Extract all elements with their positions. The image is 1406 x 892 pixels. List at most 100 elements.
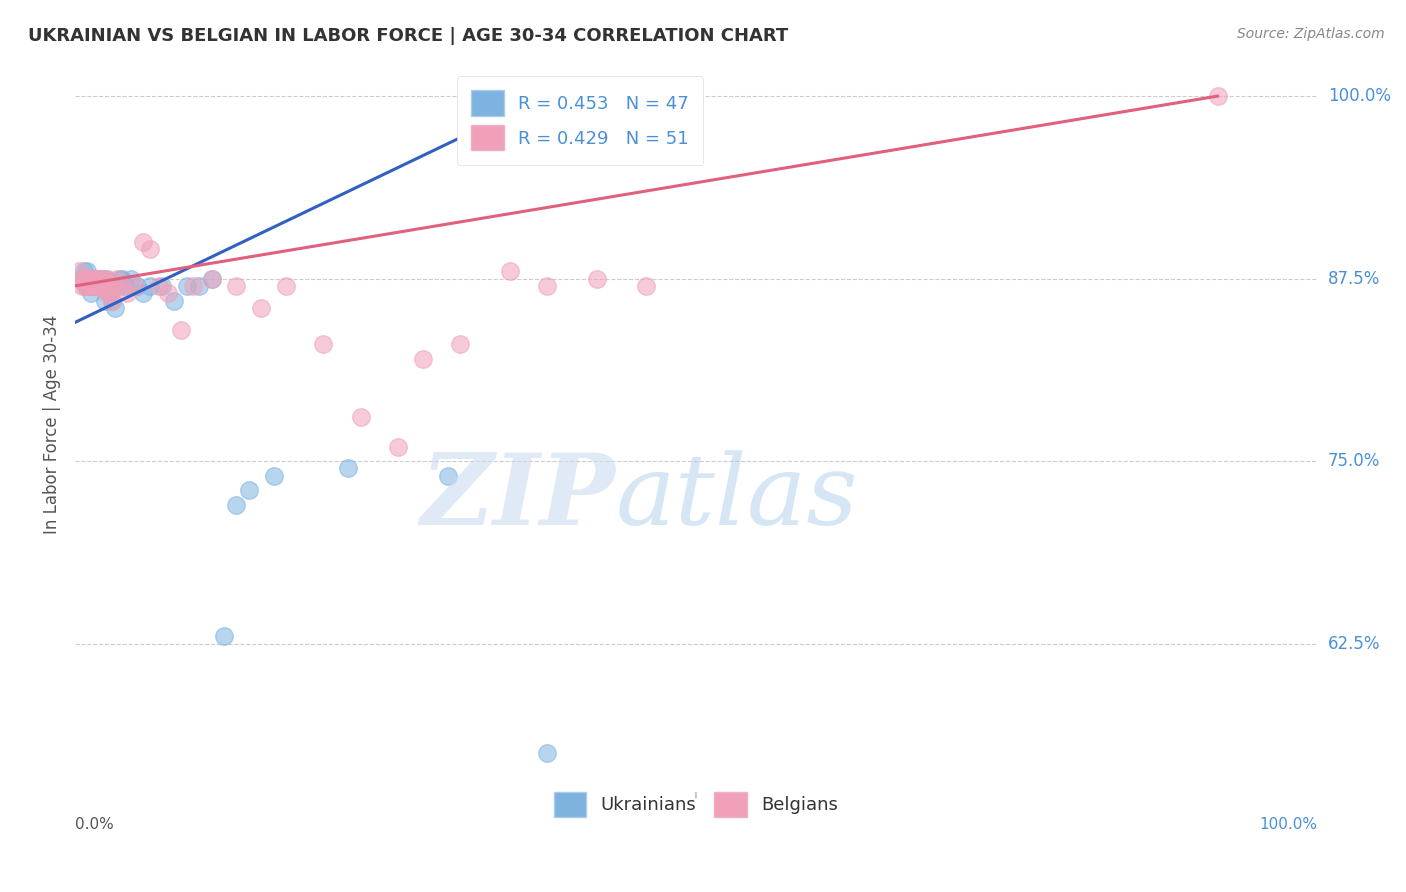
Point	[225, 279, 247, 293]
Point	[73, 264, 96, 278]
Text: ZIP: ZIP	[420, 450, 616, 546]
Point	[96, 271, 118, 285]
Point	[636, 279, 658, 293]
Point	[94, 279, 117, 293]
Point	[312, 337, 335, 351]
Point	[101, 293, 124, 308]
Point	[86, 279, 108, 293]
Point	[91, 271, 114, 285]
Point	[73, 279, 96, 293]
Point	[70, 271, 93, 285]
Point	[89, 271, 111, 285]
Point	[104, 301, 127, 315]
Point	[387, 440, 409, 454]
Point	[83, 271, 105, 285]
Point	[212, 629, 235, 643]
Point	[201, 271, 224, 285]
Point	[73, 271, 96, 285]
Point	[90, 271, 112, 285]
Point	[276, 279, 298, 293]
Point	[114, 279, 136, 293]
Point	[83, 279, 105, 293]
Point	[115, 286, 138, 301]
Point	[76, 279, 98, 293]
Point	[105, 271, 128, 285]
Point	[436, 468, 458, 483]
Point	[77, 271, 100, 285]
Text: atlas: atlas	[616, 450, 858, 545]
Point	[84, 271, 107, 285]
Point	[90, 279, 112, 293]
Point	[83, 279, 105, 293]
Point	[80, 286, 103, 301]
Point	[70, 271, 93, 285]
Point	[83, 271, 105, 285]
Text: Source: ZipAtlas.com: Source: ZipAtlas.com	[1237, 27, 1385, 41]
Point	[101, 293, 124, 308]
Point	[105, 279, 128, 293]
Point	[536, 746, 558, 760]
Point	[536, 279, 558, 293]
Point	[250, 301, 273, 315]
Point	[157, 286, 180, 301]
Point	[98, 279, 121, 293]
Point	[120, 271, 142, 285]
Point	[238, 483, 260, 498]
Point	[163, 293, 186, 308]
Point	[1206, 89, 1229, 103]
Point	[94, 293, 117, 308]
Text: 100.0%: 100.0%	[1258, 817, 1317, 832]
Point	[67, 264, 90, 278]
Point	[201, 271, 224, 285]
Point	[132, 235, 155, 249]
Point	[585, 271, 607, 285]
Text: 100.0%: 100.0%	[1329, 87, 1391, 105]
Point	[84, 279, 107, 293]
Point	[108, 271, 131, 285]
Point	[124, 279, 146, 293]
Point	[86, 271, 108, 285]
Point	[97, 286, 120, 301]
Point	[87, 279, 110, 293]
Point	[97, 279, 120, 293]
Point	[82, 279, 104, 293]
Point	[91, 279, 114, 293]
Point	[93, 279, 115, 293]
Point	[79, 279, 101, 293]
Point	[93, 271, 115, 285]
Point	[79, 279, 101, 293]
Point	[449, 337, 471, 351]
Point	[94, 279, 117, 293]
Text: 75.0%: 75.0%	[1329, 452, 1381, 470]
Point	[77, 271, 100, 285]
Text: 87.5%: 87.5%	[1329, 269, 1381, 287]
Legend: Ukrainians, Belgians: Ukrainians, Belgians	[547, 784, 845, 824]
Point	[138, 279, 160, 293]
Text: 0.0%: 0.0%	[75, 817, 114, 832]
Point	[96, 286, 118, 301]
Point	[89, 279, 111, 293]
Point	[87, 271, 110, 285]
Point	[76, 271, 98, 285]
Point	[225, 498, 247, 512]
Point	[75, 271, 97, 285]
Point	[104, 279, 127, 293]
Point	[498, 264, 520, 278]
Point	[94, 271, 117, 285]
Point	[350, 410, 373, 425]
Point	[72, 279, 94, 293]
Point	[82, 279, 104, 293]
Point	[337, 461, 360, 475]
Point	[188, 279, 211, 293]
Point	[76, 264, 98, 278]
Point	[111, 271, 134, 285]
Y-axis label: In Labor Force | Age 30-34: In Labor Force | Age 30-34	[44, 315, 60, 534]
Point	[150, 279, 173, 293]
Text: UKRAINIAN VS BELGIAN IN LABOR FORCE | AGE 30-34 CORRELATION CHART: UKRAINIAN VS BELGIAN IN LABOR FORCE | AG…	[28, 27, 789, 45]
Point	[138, 243, 160, 257]
Point	[98, 286, 121, 301]
Point	[83, 271, 105, 285]
Point	[412, 351, 434, 366]
Point	[148, 279, 170, 293]
Point	[75, 279, 97, 293]
